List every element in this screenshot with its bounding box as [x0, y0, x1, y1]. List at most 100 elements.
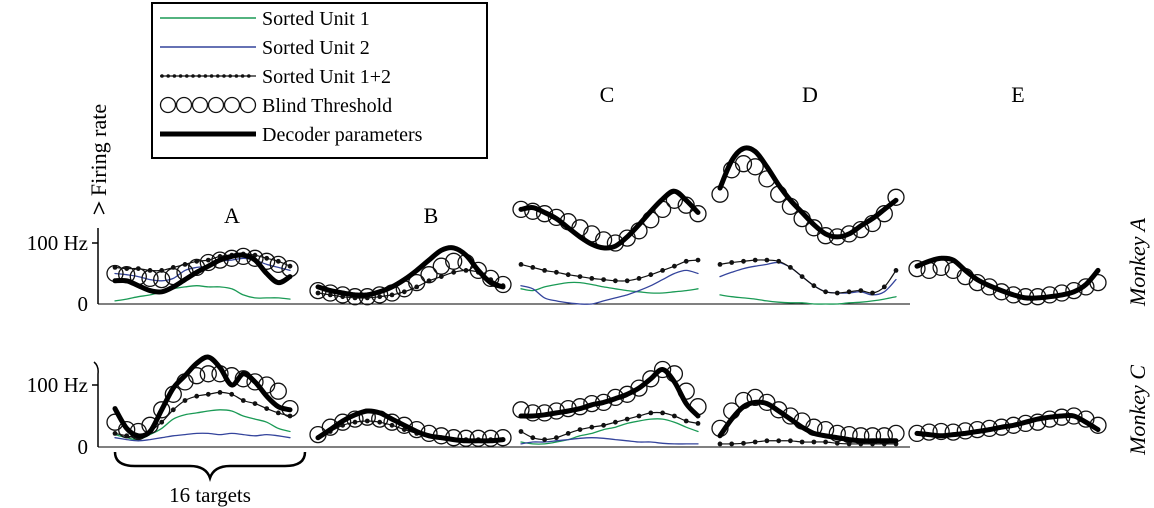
y-axis-label: Firing rate [86, 104, 111, 196]
series-decoder-parameters [315, 245, 506, 298]
sorted-unit-1-2-point [287, 263, 293, 269]
sorted-unit-1-2-point [752, 257, 758, 263]
sorted-unit-1-2-point [327, 292, 333, 298]
series-sorted-unit-2 [114, 432, 291, 442]
sorted-unit-1-2-point [858, 288, 864, 293]
sorted-unit-1-2-point [601, 277, 606, 282]
sorted-unit-1-2-point [401, 289, 407, 295]
sorted-unit-1-2-point [672, 263, 677, 269]
brace-16-targets: 16 targets [113, 451, 307, 507]
sorted-unit-1-2-point [893, 268, 899, 273]
series-decoder-parameters [717, 145, 899, 240]
sorted-unit-1-2-point [530, 265, 536, 270]
sorted-unit-1-2-point [182, 398, 188, 403]
decoder-parameters-line [315, 408, 506, 444]
sorted-unit-1-2-line [520, 259, 699, 282]
series-decoder-parameters [914, 255, 1101, 301]
sorted-unit-1-2-point [881, 284, 887, 290]
legend-circle [223, 96, 241, 114]
blind-threshold-point [689, 205, 707, 223]
row-axis-monkey-a: 100 Hz 0 [27, 228, 910, 316]
blind-threshold-point [153, 401, 171, 419]
sorted-unit-1-2-point [870, 290, 875, 296]
blind-threshold-point [887, 188, 905, 206]
sorted-unit-1-2-point [451, 269, 457, 275]
legend-item-sorted-unit-1-2: Sorted Unit 1+2 [160, 66, 391, 88]
legend-dot [203, 74, 208, 78]
sorted-unit-1-2-point [683, 258, 689, 264]
sorted-unit-1-2-point [811, 439, 817, 445]
sorted-unit-1-2-point [518, 429, 524, 434]
sorted-unit-1-2-point [799, 274, 805, 279]
sorted-unit-1-2-point [741, 258, 746, 264]
blind-threshold-point [828, 424, 846, 443]
series-sorted-unit-2 [719, 261, 897, 296]
blind-threshold-point [269, 382, 287, 400]
series-sorted-unit-2 [520, 437, 699, 445]
brace-label: 16 targets [169, 483, 251, 507]
legend-dot [222, 74, 226, 78]
blind-threshold-point [547, 208, 566, 227]
legend-dot [216, 74, 220, 78]
legend-dot [197, 74, 201, 78]
blind-threshold-point [494, 429, 512, 447]
sorted-unit-2-line [520, 269, 699, 305]
series-decoder-parameters [914, 413, 1101, 439]
blind-threshold-point [469, 429, 487, 447]
blind-threshold-point [408, 273, 426, 292]
sorted-unit-1-2-point [788, 265, 793, 270]
sorted-unit-1-2-point [764, 438, 770, 444]
series-sorted-unit-1 [114, 285, 291, 302]
sorted-unit-1-2-point [648, 410, 654, 416]
series-decoder-parameters [717, 399, 899, 444]
panel-e-monkey-a [908, 255, 1107, 306]
blind-threshold-point [1077, 278, 1095, 296]
curly-brace-icon [113, 451, 307, 482]
legend-circle [239, 96, 257, 114]
sorted-unit-1-2-point [275, 258, 281, 264]
legend-circle [207, 96, 225, 114]
legend-dot [228, 74, 232, 78]
panel-a-monkey-a [106, 247, 299, 302]
blind-threshold-point [642, 370, 660, 388]
legend-dot [247, 74, 251, 78]
sorted-unit-1-2-point [275, 410, 281, 416]
sorted-unit-1-2-point [542, 268, 547, 273]
legend-item-sorted-unit-2: Sorted Unit 2 [160, 37, 370, 59]
sorted-unit-1-2-point [377, 294, 383, 300]
row-axis-monkey-c: 100 Hz 0 [27, 361, 910, 459]
blind-threshold-point [141, 269, 159, 288]
blind-threshold-point [1065, 281, 1083, 300]
sorted-unit-1-2-point [823, 439, 828, 445]
blind-threshold-point [734, 155, 753, 173]
sorted-unit-1-2-point [438, 274, 444, 279]
sorted-unit-1-2-point [695, 421, 701, 426]
legend-label-sorted-unit-2: Sorted Unit 2 [262, 37, 370, 59]
sorted-unit-1-2-point [589, 424, 595, 430]
sorted-unit-1-2-point [788, 438, 793, 444]
series-blind-threshold [711, 155, 905, 246]
legend-label-decoder-parameters: Decoder parameters [262, 124, 423, 146]
sorted-unit-1-line [520, 281, 699, 294]
sorted-unit-1-2-line [114, 391, 291, 439]
sorted-unit-1-2-point [764, 257, 770, 263]
blind-threshold-point [445, 252, 463, 270]
blind-threshold-point [875, 427, 893, 445]
blind-threshold-point [618, 385, 636, 403]
sorted-unit-1-2-point [205, 391, 211, 397]
series-sorted-unit-1 [520, 418, 699, 445]
sorted-unit-2-line [114, 432, 291, 442]
sorted-unit-1-2-point [636, 276, 642, 281]
sorted-unit-1-2-point [518, 262, 524, 267]
sorted-unit-1-2-point [565, 431, 571, 436]
sorted-unit-1-2-point [613, 278, 618, 284]
series-decoder-parameters [112, 354, 293, 439]
sorted-unit-1-2-point [660, 410, 665, 416]
legend-dot [240, 74, 245, 78]
legend-item-decoder-parameters: Decoder parameters [160, 124, 423, 146]
sorted-unit-1-2-point [554, 435, 559, 441]
sorted-unit-1-2-point [636, 413, 642, 419]
series-decoder-parameters [112, 252, 293, 295]
sorted-unit-1-2-line [520, 411, 699, 441]
sorted-unit-1-2-point [364, 418, 370, 424]
